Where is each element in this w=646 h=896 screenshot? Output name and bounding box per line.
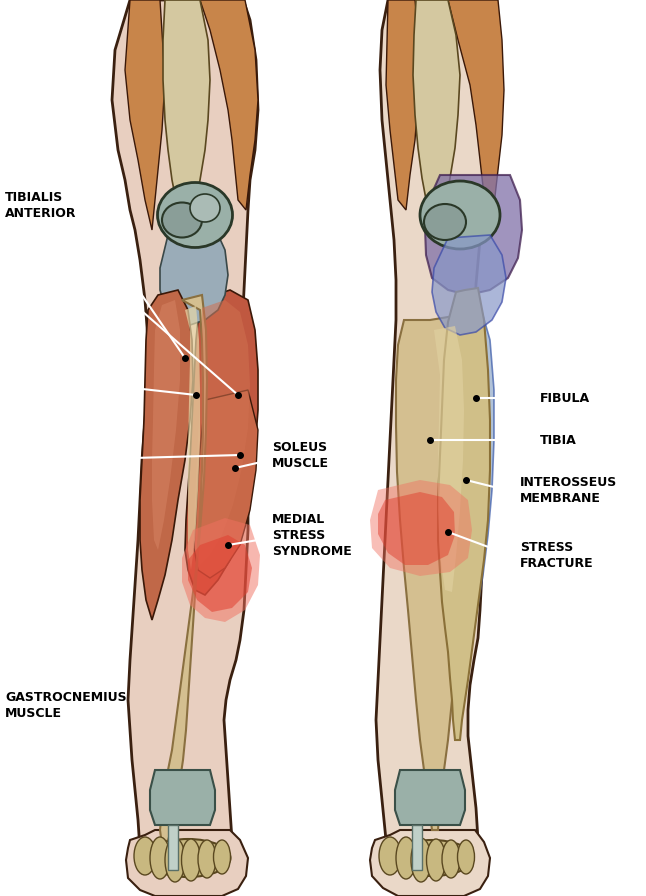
Ellipse shape <box>396 837 416 879</box>
Ellipse shape <box>182 839 200 881</box>
Polygon shape <box>376 0 500 896</box>
Text: STRESS
FRACTURE: STRESS FRACTURE <box>520 540 594 570</box>
Polygon shape <box>194 300 250 565</box>
Ellipse shape <box>426 839 446 881</box>
Polygon shape <box>432 305 494 715</box>
Ellipse shape <box>198 840 216 878</box>
Ellipse shape <box>162 202 202 237</box>
Polygon shape <box>395 770 465 825</box>
Ellipse shape <box>145 839 231 877</box>
Polygon shape <box>434 326 464 592</box>
Polygon shape <box>168 825 178 870</box>
Polygon shape <box>448 0 504 205</box>
Polygon shape <box>396 315 470 830</box>
Polygon shape <box>188 535 252 612</box>
Polygon shape <box>112 0 258 896</box>
Polygon shape <box>425 175 522 295</box>
Polygon shape <box>370 830 490 896</box>
Polygon shape <box>413 0 460 228</box>
Polygon shape <box>200 0 258 210</box>
Text: TIBIA: TIBIA <box>540 434 577 446</box>
Polygon shape <box>432 235 506 335</box>
Polygon shape <box>160 228 228 325</box>
Polygon shape <box>163 0 210 230</box>
Ellipse shape <box>411 838 431 882</box>
Ellipse shape <box>134 837 156 875</box>
Ellipse shape <box>158 183 233 247</box>
Ellipse shape <box>150 837 170 879</box>
Polygon shape <box>378 492 455 565</box>
Polygon shape <box>370 480 472 576</box>
Text: TIBIALIS
ANTERIOR: TIBIALIS ANTERIOR <box>5 191 76 220</box>
Text: SOLEUS
MUSCLE: SOLEUS MUSCLE <box>272 441 329 470</box>
Polygon shape <box>125 0 165 230</box>
Polygon shape <box>194 390 258 578</box>
Polygon shape <box>126 830 248 896</box>
Polygon shape <box>150 770 215 825</box>
Polygon shape <box>185 306 200 570</box>
Ellipse shape <box>424 204 466 240</box>
Text: GASTROCNEMIUS
MUSCLE: GASTROCNEMIUS MUSCLE <box>5 691 127 719</box>
Ellipse shape <box>420 181 500 249</box>
Ellipse shape <box>391 840 473 876</box>
Polygon shape <box>185 290 258 595</box>
Ellipse shape <box>213 840 231 874</box>
Ellipse shape <box>190 194 220 222</box>
Ellipse shape <box>379 837 401 875</box>
Text: MEDIAL
STRESS
SYNDROME: MEDIAL STRESS SYNDROME <box>272 513 352 557</box>
Text: INTEROSSEUS
MEMBRANE: INTEROSSEUS MEMBRANE <box>520 476 617 504</box>
Ellipse shape <box>457 840 475 874</box>
Polygon shape <box>152 300 180 550</box>
Polygon shape <box>160 295 207 845</box>
Polygon shape <box>386 0 420 210</box>
Ellipse shape <box>442 840 460 878</box>
Polygon shape <box>412 825 422 870</box>
Text: FIBULA: FIBULA <box>540 392 590 404</box>
Polygon shape <box>140 290 193 620</box>
Polygon shape <box>182 518 260 622</box>
Polygon shape <box>438 288 490 740</box>
Ellipse shape <box>165 838 185 882</box>
